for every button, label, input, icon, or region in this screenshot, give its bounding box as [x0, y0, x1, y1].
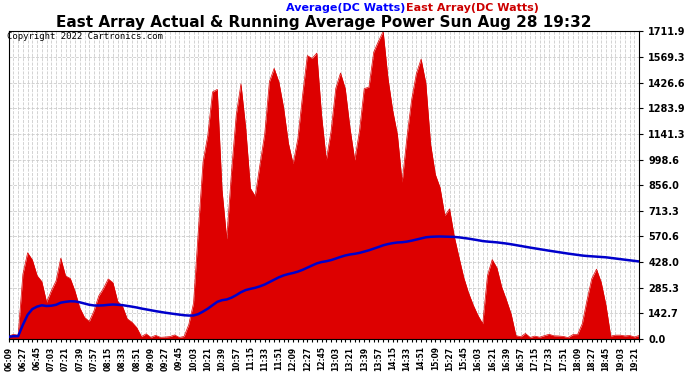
Text: East Array(DC Watts): East Array(DC Watts)	[406, 3, 539, 13]
Text: Copyright 2022 Cartronics.com: Copyright 2022 Cartronics.com	[7, 32, 163, 41]
Title: East Array Actual & Running Average Power Sun Aug 28 19:32: East Array Actual & Running Average Powe…	[56, 15, 591, 30]
Text: Average(DC Watts): Average(DC Watts)	[286, 3, 406, 13]
